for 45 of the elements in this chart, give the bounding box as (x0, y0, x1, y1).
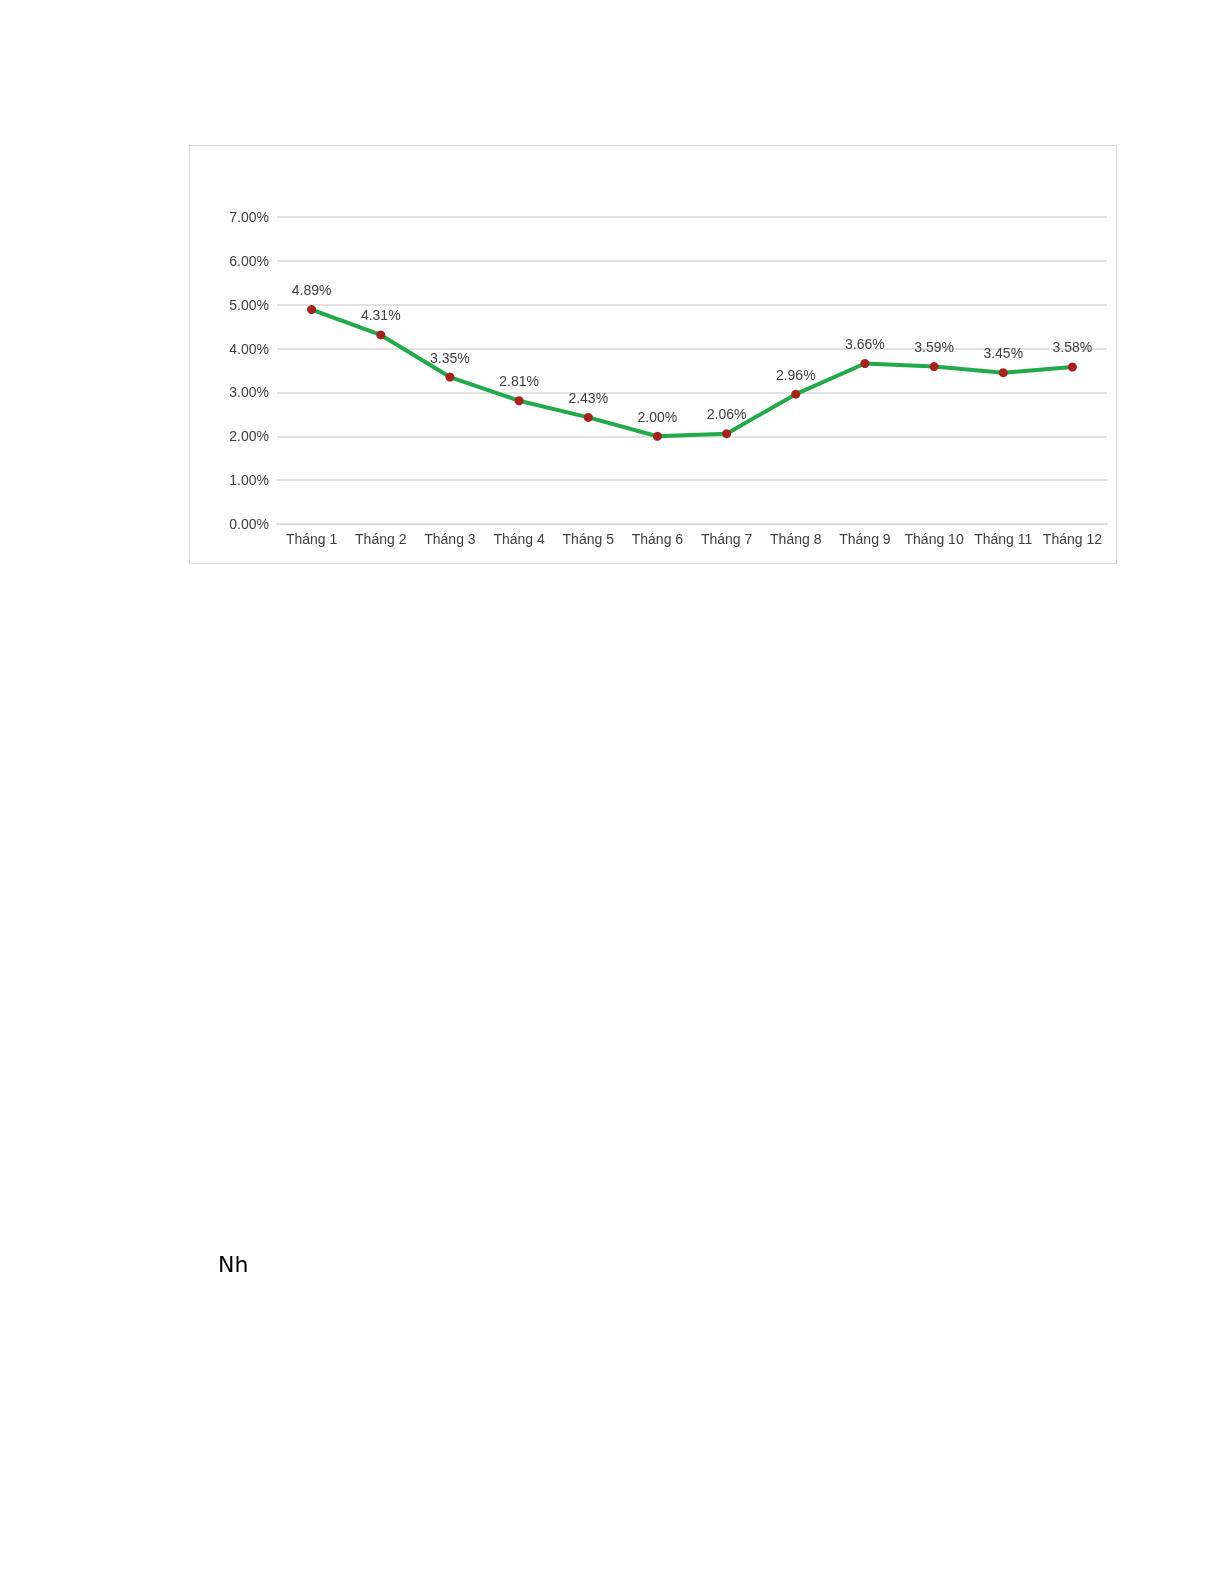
point (652, 431, 662, 441)
x-tick-label: Tháng 8 (770, 531, 822, 547)
x-tick-label: Tháng 2 (355, 531, 407, 547)
data-label: 3.66% (845, 335, 885, 352)
point (860, 358, 870, 368)
y-tick-label: 0.00% (229, 516, 269, 532)
x-tick-label: Tháng 5 (562, 531, 615, 547)
y-tick-label: 5.00% (229, 296, 269, 313)
data-label: 2.43% (568, 389, 609, 406)
point (445, 372, 455, 382)
x-tick-label: Tháng 1 (285, 531, 338, 547)
point (307, 305, 317, 315)
data-label: 3.59% (914, 339, 954, 356)
data-label: 2.00% (637, 408, 678, 425)
point (376, 330, 386, 340)
data-label: 4.89% (291, 282, 332, 299)
x-tick-label: Tháng 6 (631, 531, 684, 547)
data-label: 2.96% (775, 366, 816, 383)
point (791, 389, 801, 399)
x-tick-label: Tháng 7 (700, 531, 753, 547)
x-tick-label: Tháng 9 (839, 531, 891, 547)
x-tick-label: Tháng 4 (493, 531, 545, 547)
point (1067, 362, 1077, 372)
point (514, 396, 524, 406)
data-label: 3.45% (983, 345, 1024, 362)
x-tick-label: Tháng 3 (424, 531, 476, 547)
data-label: 2.06% (706, 406, 747, 423)
point (722, 429, 732, 439)
y-tick-label: 3.00% (229, 384, 269, 401)
data-label: 3.58% (1052, 339, 1093, 356)
y-tick-label: 6.00% (229, 252, 269, 269)
y-tick-label: 2.00% (229, 428, 269, 445)
x-tick-label: Tháng 11 (974, 531, 1033, 547)
y-tick-label: 7.00% (229, 209, 269, 225)
text: Nh (218, 1252, 249, 1277)
x-tick-label: Tháng 10 (904, 531, 964, 547)
point (583, 412, 593, 422)
point (998, 368, 1008, 378)
data-label: 2.81% (499, 373, 539, 390)
y-tick-label: 4.00% (229, 340, 269, 357)
y-tick-label: 1.00% (229, 472, 269, 489)
x-tick-label: Tháng 12 (1042, 531, 1103, 547)
point (929, 362, 939, 372)
data-label: 4.31% (360, 307, 401, 324)
data-label: 3.35% (430, 349, 470, 366)
